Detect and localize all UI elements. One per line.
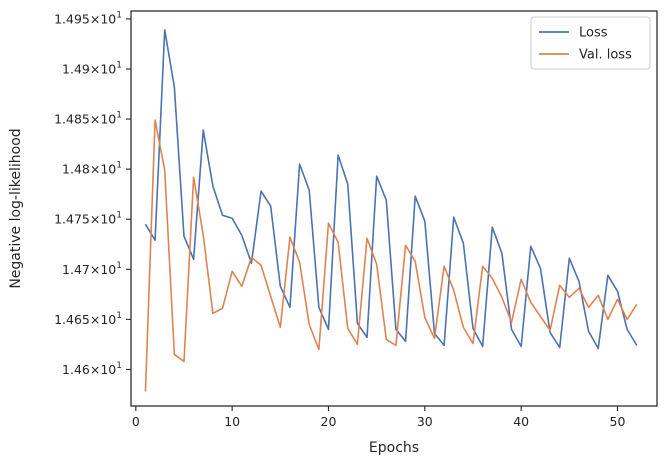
y-tick-multiplier: ×10 [90,11,116,26]
y-axis-label: Negative log-likelihood [8,128,24,288]
y-tick-multiplier: ×10 [90,61,116,76]
y-tick-label: 1.475×101 [54,211,122,227]
series-line-loss [144,29,638,350]
y-tick-label: 1.495×101 [54,10,122,26]
y-tick-label: 1.465×101 [54,311,122,327]
y-tick-label: 1.485×101 [54,111,122,127]
y-tick-label: 1.46×101 [62,361,122,377]
y-tick-multiplier: ×10 [90,112,116,127]
legend-label: Loss [579,26,608,41]
x-tick-label: 40 [513,414,529,429]
legend-label: Val. loss [579,48,632,63]
y-tick-multiplier: ×10 [90,362,116,377]
series-line-val-loss [144,119,638,392]
y-tick-mantissa: 1.46 [62,362,90,377]
x-tick-label: 50 [610,414,626,429]
y-tick-exponent: 1 [116,211,122,221]
y-tick-label: 1.49×101 [62,60,122,76]
y-tick-multiplier: ×10 [90,312,116,327]
y-tick-mantissa: 1.49 [62,61,90,76]
y-tick-mantissa: 1.47 [62,262,90,277]
x-tick-label: 10 [224,414,240,429]
y-tick-exponent: 1 [116,261,122,271]
y-tick-mantissa: 1.485 [54,112,90,127]
legend-box [530,16,651,70]
y-tick-mantissa: 1.475 [54,212,90,227]
x-tick-label: 30 [417,414,433,429]
x-axis-label: Epochs [369,440,419,456]
y-tick-multiplier: ×10 [90,212,116,227]
y-tick-label: 1.47×101 [62,261,122,277]
x-axis-ticks: 0 10 20 30 40 50 [132,406,626,429]
y-tick-exponent: 1 [116,111,122,121]
y-tick-exponent: 1 [116,60,122,70]
y-tick-exponent: 1 [116,361,122,371]
plot-frame [130,10,658,407]
y-tick-mantissa: 1.465 [54,312,90,327]
y-tick-multiplier: ×10 [90,162,116,177]
y-tick-exponent: 1 [116,161,122,171]
y-tick-label: 1.48×101 [62,161,122,177]
y-axis-ticks: 1.46×1011.465×1011.47×1011.475×1011.48×1… [54,10,131,377]
plot-content [144,29,638,392]
y-tick-mantissa: 1.495 [54,11,90,26]
x-tick-label: 0 [132,414,140,429]
x-tick-label: 20 [321,414,337,429]
legend: Loss Val. loss [530,16,651,70]
y-tick-multiplier: ×10 [90,262,116,277]
y-tick-exponent: 1 [116,10,122,20]
y-tick-exponent: 1 [116,311,122,321]
y-tick-mantissa: 1.48 [62,162,90,177]
